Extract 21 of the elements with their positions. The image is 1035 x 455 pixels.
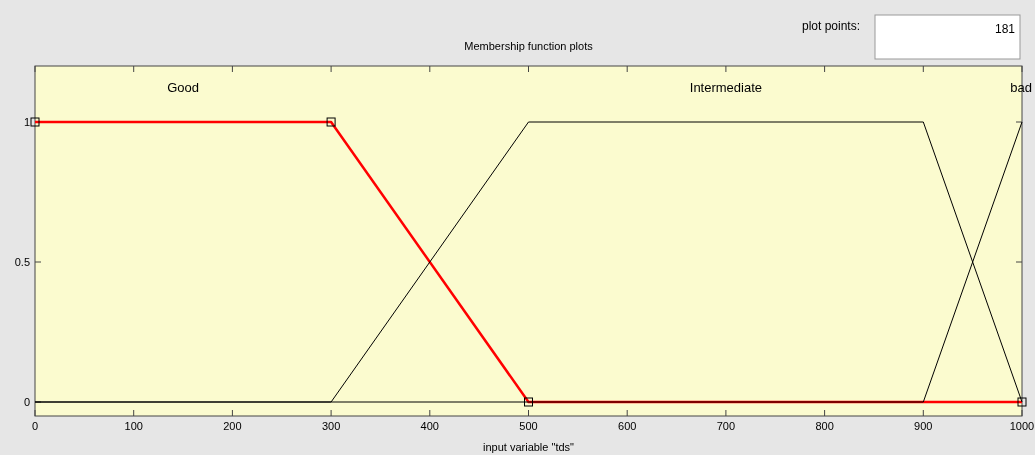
chart-title: Membership function plots: [464, 40, 594, 52]
text: bad: [1010, 80, 1032, 95]
x-axis-title: input variable "tds": [483, 441, 575, 453]
text: plot points:: [801, 19, 860, 33]
x-tick-label: 500: [519, 420, 538, 432]
x-tick-label: 600: [618, 420, 637, 432]
text: 181: [994, 22, 1016, 36]
x-tick-label: 0: [31, 420, 39, 432]
x-tick-label: 700: [716, 420, 736, 432]
y-tick-label: 1: [23, 116, 30, 128]
x-tick-label: 100: [124, 420, 143, 432]
x-tick-label: 400: [420, 420, 439, 432]
x-tick-label: 800: [815, 420, 834, 432]
text: Good: [167, 80, 199, 95]
y-tick-label: 0.5: [14, 256, 30, 268]
text: Intermediate: [689, 80, 763, 95]
x-tick-label: 900: [914, 420, 933, 432]
x-tick-label: 200: [223, 420, 242, 432]
x-tick-label: 300: [321, 420, 341, 432]
x-tick-label: 1000: [1009, 420, 1035, 432]
y-tick-label: 0: [23, 396, 30, 408]
